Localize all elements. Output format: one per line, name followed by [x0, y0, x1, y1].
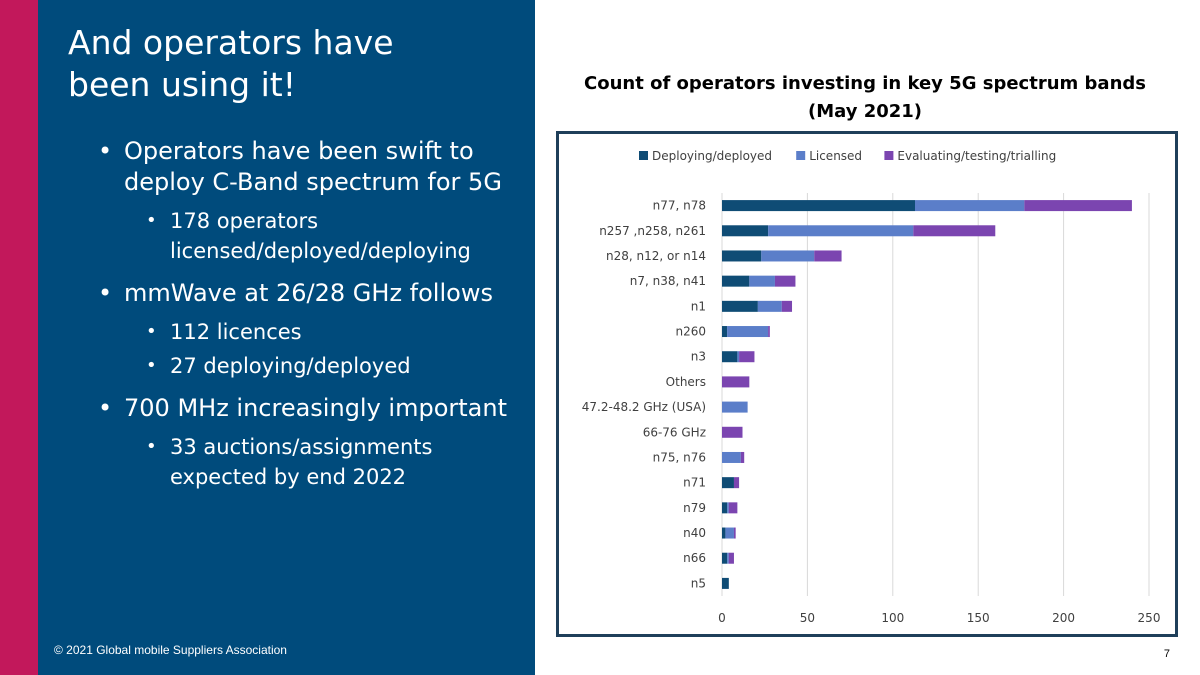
chart-title-line-1: Count of operators investing in key 5G s…: [584, 73, 1146, 94]
y-category-label: n71: [683, 476, 706, 490]
y-category-label: n66: [683, 551, 706, 565]
sub-bullet-item: 27 deploying/deployed: [98, 351, 518, 381]
bar-segment: [722, 351, 738, 363]
bar-segment: [722, 577, 729, 589]
bar-segment: [727, 326, 769, 338]
slide-title-line-2: been using it!: [68, 65, 296, 104]
bar-segment: [737, 351, 740, 363]
bar-segment: [727, 502, 729, 514]
y-category-label: 66-76 GHz: [643, 425, 706, 439]
bar-segment: [722, 527, 726, 539]
bar-segment: [722, 275, 750, 287]
legend-label: Licensed: [809, 149, 862, 163]
bar-segment: [740, 451, 745, 463]
x-tick-label: 0: [718, 611, 726, 625]
y-category-label: n1: [691, 299, 706, 313]
x-tick-label: 150: [967, 611, 990, 625]
y-category-label: n260: [675, 325, 706, 339]
bar-segment: [722, 552, 728, 564]
y-category-label: 47.2-48.2 GHz (USA): [582, 400, 706, 414]
bar-segment: [739, 351, 755, 363]
bar-segment: [722, 451, 741, 463]
bar-segment: [722, 477, 734, 489]
y-category-label: n40: [683, 526, 706, 540]
x-tick-label: 50: [800, 611, 815, 625]
sub-bullet-list: 112 licences 27 deploying/deployed: [98, 317, 518, 381]
y-category-label: n7, n38, n41: [630, 274, 706, 288]
bar-segment: [722, 250, 762, 262]
bar-segment: [757, 300, 782, 312]
legend-label: Deploying/deployed: [652, 149, 772, 163]
bar-segment: [749, 275, 775, 287]
x-tick-label: 100: [881, 611, 904, 625]
sub-bullet-list: 178 operators licensed/deployed/deployin…: [98, 206, 518, 266]
bullet-item: 700 MHz increasingly important: [98, 393, 518, 424]
y-category-label: n77, n78: [653, 199, 706, 213]
bar-segment: [727, 552, 729, 564]
bar-segment: [728, 502, 738, 514]
bullet-list: Operators have been swift to deploy C-Ba…: [98, 136, 518, 504]
bar-chart: 0 50 100 150 200 250 Deploying/deployed License…: [582, 149, 1161, 625]
bar-segment: [722, 376, 750, 388]
y-category-label: Others: [666, 375, 706, 389]
bar-segment: [722, 300, 758, 312]
bar-segment: [1024, 200, 1132, 212]
bar-segment: [913, 225, 996, 237]
sub-bullet-list: 33 auctions/assignments expected by end …: [98, 432, 518, 492]
legend-label: Evaluating/testing/trialling: [897, 149, 1056, 163]
slide-title-line-1: And operators have: [68, 23, 394, 62]
y-category-label: n5: [691, 576, 706, 590]
legend-swatch: [796, 151, 806, 160]
copyright-footer: © 2021 Global mobile Suppliers Associati…: [54, 643, 287, 657]
sub-bullet-item: 33 auctions/assignments expected by end …: [98, 432, 518, 492]
bar-segment: [722, 225, 769, 237]
y-category-label: n79: [683, 501, 706, 515]
bar-segment: [915, 200, 1025, 212]
slide-title: And operators have been using it!: [68, 22, 518, 106]
bar-segment: [722, 502, 728, 514]
bullet-item: mmWave at 26/28 GHz follows: [98, 278, 518, 309]
sub-bullet-item: 112 licences: [98, 317, 518, 347]
text-panel: And operators have been using it! Operat…: [38, 0, 535, 675]
page-number: 7: [1163, 648, 1170, 660]
bar-segment: [733, 527, 736, 539]
sub-bullet-item: 178 operators licensed/deployed/deployin…: [98, 206, 518, 266]
bar-segment: [761, 250, 815, 262]
bar-segment: [781, 300, 793, 312]
y-category-label: n3: [691, 350, 706, 364]
bar-segment: [722, 200, 916, 212]
x-tick-label: 200: [1052, 611, 1075, 625]
bar-segment: [768, 326, 770, 338]
bar-segment: [774, 275, 796, 287]
chart-title-line-2: (May 2021): [807, 101, 923, 122]
bar-segment: [725, 527, 734, 539]
y-category-label: n257 ,n258, n261: [599, 224, 706, 238]
x-tick-label: 250: [1138, 611, 1161, 625]
y-category-label: n28, n12, or n14: [606, 249, 706, 263]
accent-strip: [0, 0, 38, 675]
legend-swatch: [884, 151, 894, 160]
chart-title: Count of operators investing in key 5G s…: [555, 70, 1175, 126]
bar-segment: [728, 552, 734, 564]
bar-segment: [722, 401, 748, 413]
bar-segment: [733, 477, 740, 489]
bar-segment: [722, 326, 728, 338]
bullet-item: Operators have been swift to deploy C-Ba…: [98, 136, 518, 198]
bar-segment: [814, 250, 842, 262]
chart-frame: 0 50 100 150 200 250 Deploying/deployed License…: [556, 131, 1178, 637]
bar-segment: [722, 426, 743, 438]
bar-segment: [768, 225, 914, 237]
y-category-label: n75, n76: [653, 450, 706, 464]
legend-swatch: [639, 151, 648, 160]
